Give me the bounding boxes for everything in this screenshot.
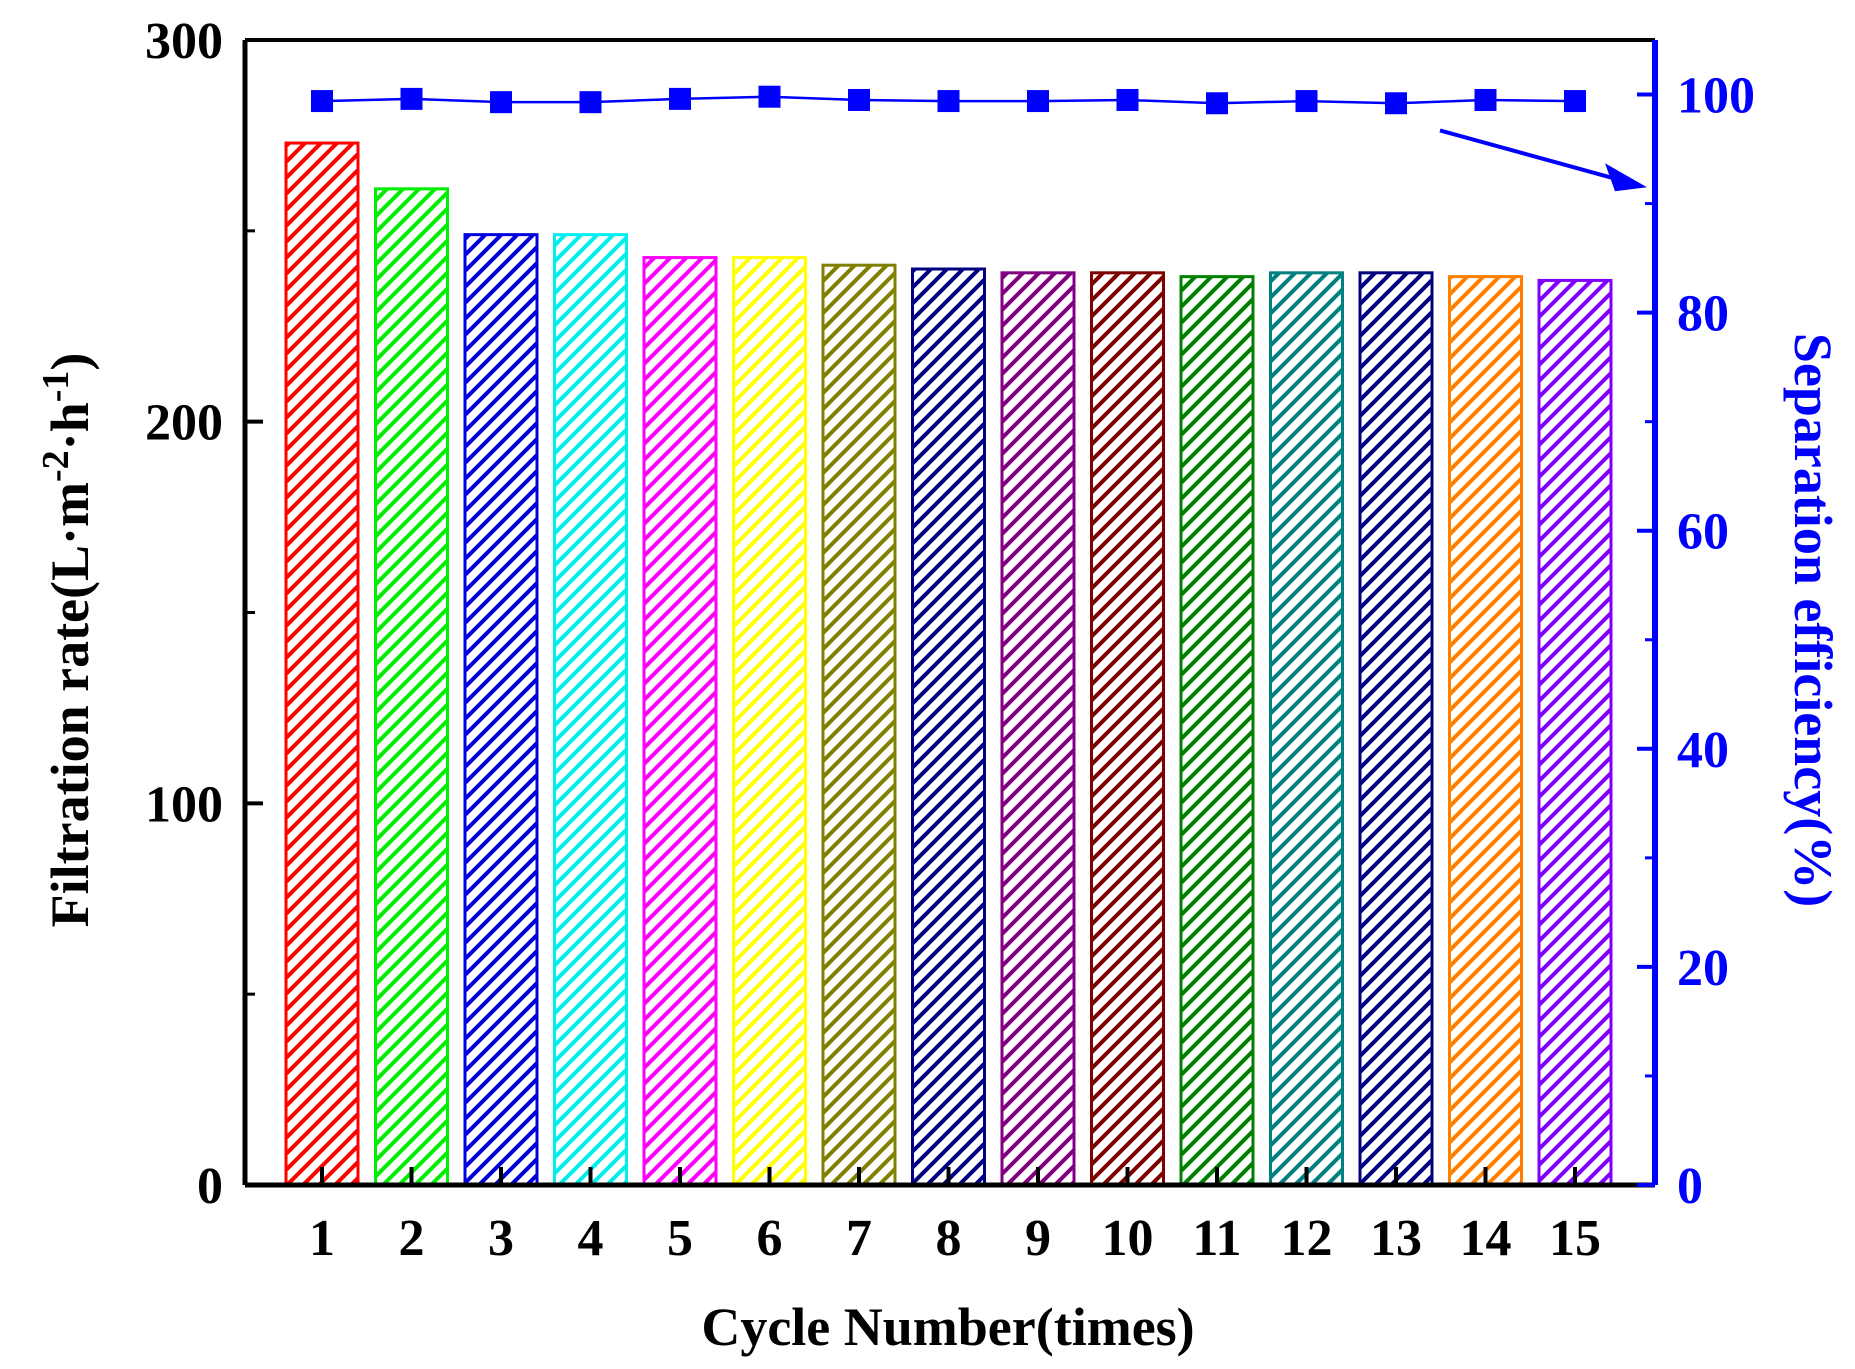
right-tick-label: 80: [1677, 286, 1729, 343]
x-tick-label: 15: [1549, 1210, 1601, 1267]
bar-cycle-14: [1448, 275, 1523, 1187]
left-tick-label: 200: [145, 395, 223, 452]
x-tick-label: 13: [1370, 1210, 1422, 1267]
x-tick-label: 8: [936, 1210, 962, 1267]
right-tick-label: 40: [1677, 722, 1729, 779]
bar-cycle-12: [1269, 271, 1344, 1187]
efficiency-point-13: [1385, 92, 1407, 115]
x-tick-label: 14: [1460, 1210, 1512, 1267]
bars-layer: [284, 141, 1613, 1187]
bar-cycle-15: [1537, 278, 1613, 1187]
left-axis-title: Filtration rate(L·m-2·h-1): [35, 353, 100, 928]
bar-cycle-8: [911, 267, 986, 1187]
x-tick-label: 1: [309, 1210, 335, 1267]
left-tick-label: 300: [145, 13, 223, 70]
efficiency-point-7: [848, 88, 870, 111]
x-tick-label: 12: [1281, 1210, 1333, 1267]
line-layer: [311, 85, 1647, 192]
x-tick-label: 6: [757, 1210, 783, 1267]
left-tick-label: 0: [197, 1158, 223, 1215]
x-tick-label: 2: [399, 1210, 425, 1267]
annotation-arrowhead: [1605, 163, 1647, 192]
bar-cycle-11: [1179, 275, 1255, 1187]
efficiency-point-9: [1027, 90, 1049, 113]
bar-cycle-7: [821, 263, 897, 1187]
bar-cycle-10: [1090, 271, 1165, 1187]
efficiency-point-14: [1474, 88, 1497, 111]
left-axis-title-mid: ·h: [40, 402, 100, 450]
efficiency-point-8: [937, 90, 960, 113]
bar-cycle-9: [1000, 271, 1076, 1187]
x-tick-label: 7: [846, 1210, 872, 1267]
x-tick-label: 4: [578, 1210, 604, 1267]
efficiency-point-3: [490, 91, 512, 114]
left-axis-title-sup1: -2: [35, 450, 77, 482]
bar-cycle-1: [284, 141, 360, 1187]
right-tick-label: 60: [1677, 504, 1729, 561]
bar-cycle-6: [732, 256, 807, 1187]
efficiency-point-1: [311, 90, 333, 113]
x-tick-label: 3: [488, 1210, 514, 1267]
efficiency-point-10: [1116, 88, 1139, 111]
bar-cycle-3: [463, 233, 539, 1187]
right-tick-label: 100: [1677, 68, 1755, 125]
bar-cycle-5: [642, 256, 718, 1187]
x-tick-label: 11: [1192, 1210, 1241, 1267]
efficiency-point-5: [669, 87, 691, 110]
right-axis-title: Separation efficiency(%): [1783, 333, 1843, 907]
efficiency-point-2: [400, 87, 423, 110]
bar-cycle-2: [374, 187, 449, 1187]
x-tick-label: 5: [667, 1210, 693, 1267]
x-tick-label: 9: [1025, 1210, 1051, 1267]
efficiency-point-11: [1206, 92, 1228, 115]
efficiency-point-6: [758, 85, 781, 108]
right-tick-label: 20: [1677, 940, 1729, 997]
x-tick-label: 10: [1102, 1210, 1154, 1267]
left-axis-title-main: Filtration rate(L·m: [40, 482, 100, 927]
left-tick-label: 100: [145, 776, 223, 833]
efficiency-point-12: [1295, 90, 1318, 113]
annotation-arrow: [1439, 128, 1618, 182]
bar-cycle-4: [553, 233, 628, 1187]
efficiency-point-4: [579, 91, 602, 114]
right-tick-label: 0: [1677, 1158, 1703, 1215]
bar-cycle-13: [1358, 271, 1434, 1187]
left-axis-title-sup2: -1: [35, 371, 77, 403]
x-axis-title: Cycle Number(times): [701, 1297, 1194, 1357]
left-axis-title-end: ): [40, 353, 100, 371]
efficiency-point-15: [1564, 90, 1586, 113]
labels-layer: Cycle Number(times) Filtration rate(L·m-…: [35, 333, 1843, 1357]
